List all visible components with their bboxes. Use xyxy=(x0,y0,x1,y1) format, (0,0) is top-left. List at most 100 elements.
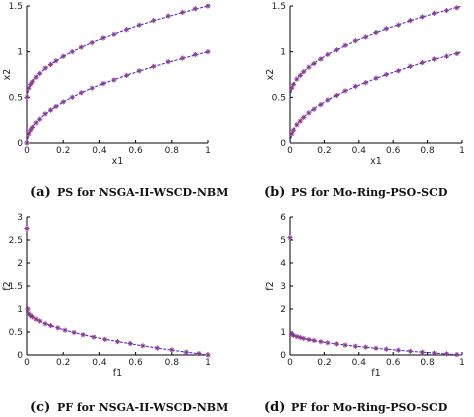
data-point-x-b xyxy=(306,337,312,342)
true-front-line xyxy=(26,308,209,356)
data-point-x-b xyxy=(24,95,30,100)
data-point-x-b xyxy=(311,338,317,343)
data-point xyxy=(454,50,460,57)
data-point xyxy=(301,114,307,121)
data-point-x-b xyxy=(318,56,324,62)
data-point xyxy=(37,116,43,122)
data-point xyxy=(318,56,324,62)
data-point xyxy=(419,60,426,66)
data-point xyxy=(33,74,39,80)
data-point-x-b xyxy=(100,35,106,41)
data-point-x-b xyxy=(180,55,185,61)
data-point xyxy=(454,351,460,358)
caption-letter-a: (a) xyxy=(30,185,51,200)
y-axis-title: x2 xyxy=(265,69,276,81)
x-tick-label: 0.2 xyxy=(317,146,331,156)
data-point xyxy=(297,334,303,341)
data-point xyxy=(192,51,198,58)
data-point-x-b xyxy=(420,350,425,355)
data-point-x-b xyxy=(70,49,75,54)
data-point-x-b xyxy=(151,64,156,69)
data-point-x-b xyxy=(363,34,368,40)
data-point xyxy=(165,59,171,65)
data-point xyxy=(91,334,97,340)
data-point-x-b xyxy=(61,99,66,104)
x-tick-label: 0.6 xyxy=(128,146,143,156)
data-point xyxy=(383,346,389,352)
caption-letter-b: (b) xyxy=(264,185,285,200)
data-point xyxy=(42,321,48,327)
data-point-x-b xyxy=(301,69,306,74)
data-point xyxy=(78,90,84,96)
y-tick-label: 1 xyxy=(17,305,23,315)
data-point-x-b xyxy=(373,30,379,35)
data-point xyxy=(196,351,202,357)
data-point-x-b xyxy=(318,102,324,107)
data-point xyxy=(151,18,157,24)
data-point xyxy=(352,38,358,44)
data-point xyxy=(306,64,312,70)
data-point xyxy=(33,120,39,126)
data-point-x-b xyxy=(43,111,48,116)
data-point xyxy=(287,235,293,241)
data-point-x-b xyxy=(306,110,312,115)
data-point xyxy=(29,314,36,320)
data-point xyxy=(180,55,186,61)
data-point-x-b xyxy=(184,350,189,355)
data-point-x-b xyxy=(53,104,59,109)
data-point xyxy=(311,60,317,67)
data-point xyxy=(297,118,303,124)
true-front-line xyxy=(26,5,209,98)
data-point-x-b xyxy=(193,52,198,57)
data-point-x-b xyxy=(37,117,42,122)
y-tick-label: 3 xyxy=(17,213,23,223)
data-point-x-b xyxy=(26,86,31,91)
data-point-x-b xyxy=(140,343,145,348)
data-point xyxy=(407,18,413,24)
y-axis-title: x2 xyxy=(2,69,13,81)
data-point xyxy=(306,110,312,116)
data-point-x-b xyxy=(325,340,330,345)
data-point xyxy=(169,347,175,353)
data-point-x-b xyxy=(384,347,389,352)
data-point xyxy=(71,329,77,336)
data-point xyxy=(151,63,157,69)
data-point xyxy=(53,58,59,64)
data-point xyxy=(42,111,48,117)
data-point xyxy=(53,103,59,110)
data-point xyxy=(62,327,68,333)
data-point-x-b xyxy=(454,51,459,56)
data-point-x-b xyxy=(90,86,95,91)
panel-c: (c) PF for NSGA-II-WSCD-NBM 0 0.2 0.4 0.6 0.… xyxy=(2,213,228,415)
panel-b: (b) PS for Mo-Ring-PSO-SCD 0 0.2 0.4 0.6 0.8… xyxy=(264,2,465,200)
data-point xyxy=(25,306,31,312)
data-point xyxy=(37,70,43,77)
data-point-x-b xyxy=(306,65,312,70)
data-point xyxy=(294,334,300,340)
data-point-x-b xyxy=(318,339,324,344)
data-point xyxy=(311,337,317,344)
data-point xyxy=(60,99,66,105)
data-point xyxy=(318,339,324,345)
y-tick-label: 1.5 xyxy=(9,282,23,292)
data-point-x-b xyxy=(291,333,296,338)
data-point-x-b xyxy=(48,62,53,67)
data-point xyxy=(183,349,189,355)
y-tick-label: 0.5 xyxy=(272,93,286,103)
data-point-x-b xyxy=(81,332,86,337)
data-point xyxy=(100,81,106,87)
data-point-x-b xyxy=(396,348,401,353)
data-point xyxy=(419,14,426,20)
data-point xyxy=(395,68,401,74)
data-point-x-b xyxy=(298,73,303,78)
data-point-x-b xyxy=(432,11,437,16)
data-point-x-b xyxy=(196,351,202,356)
data-point-x-b xyxy=(33,120,39,125)
data-point xyxy=(78,44,84,50)
data-point xyxy=(395,347,401,353)
panel-a: (a) PS for NSGA-II-WSCD-NBM 0 0.2 0.4 0.6 0.… xyxy=(2,2,228,200)
data-point-x-b xyxy=(193,6,198,11)
data-point xyxy=(419,349,426,355)
data-point-x-b xyxy=(396,68,401,73)
